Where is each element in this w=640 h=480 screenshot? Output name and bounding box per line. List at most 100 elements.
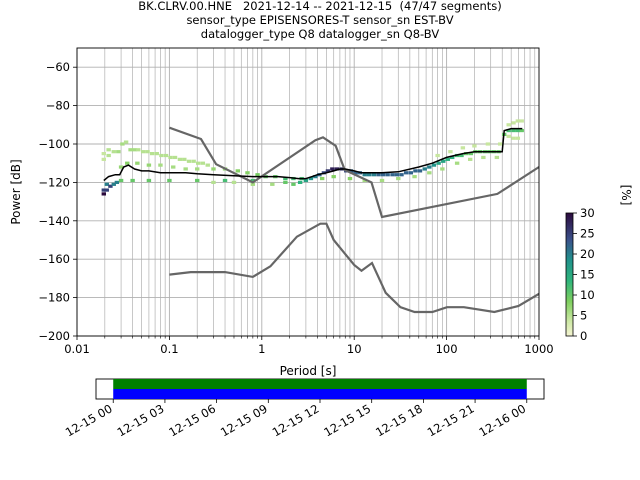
x-tick-label: 0.01 xyxy=(64,342,90,356)
coverage-band xyxy=(113,379,527,389)
psd-cell xyxy=(211,167,216,171)
psd-cell xyxy=(403,171,409,175)
psd-cell xyxy=(111,150,116,154)
psd-cell xyxy=(511,128,516,133)
psd-cell xyxy=(158,163,163,167)
psd-cell xyxy=(123,140,129,144)
psd-cell xyxy=(171,165,176,169)
psd-cell xyxy=(101,152,106,156)
psd-cell xyxy=(167,178,172,183)
psd-cell xyxy=(319,176,325,181)
psd-cell xyxy=(467,157,473,161)
psd-cell xyxy=(412,175,417,179)
psd-cell xyxy=(195,178,200,183)
x-tick-label: 100 xyxy=(436,342,458,356)
psd-cell xyxy=(149,152,155,156)
psd-cell xyxy=(245,171,250,175)
median-curve-layer xyxy=(103,127,523,182)
psd-cell xyxy=(459,153,464,158)
psd-cell xyxy=(413,169,418,173)
colorbar-tick-label: 10 xyxy=(580,288,595,302)
timeline-tick-label: 12-16 00 xyxy=(476,401,528,439)
psd-cell xyxy=(427,171,432,175)
colorbar-tick-label: 0 xyxy=(580,329,587,343)
high-noise-model-line xyxy=(169,126,539,219)
plot-background xyxy=(77,48,539,336)
psd-cell xyxy=(380,173,386,177)
psd-cell xyxy=(303,178,309,183)
psd-cell xyxy=(515,119,521,123)
psd-cell xyxy=(497,142,503,146)
psd-cell xyxy=(177,157,183,161)
colorbar-tick-label: 20 xyxy=(580,247,595,261)
x-axis-label: Period [s] xyxy=(280,364,337,378)
timeline-tick-label: 12-15 18 xyxy=(373,401,425,439)
psd-cell xyxy=(325,169,331,173)
psd-cell xyxy=(385,173,390,177)
psd-cell xyxy=(159,153,164,158)
psd-cell xyxy=(481,155,486,160)
timeline-tick-label: 12-15 06 xyxy=(166,401,218,439)
psd-cell xyxy=(211,180,216,184)
psd-cell xyxy=(101,188,106,192)
colorbar-gradient xyxy=(565,212,574,337)
psd-cell xyxy=(422,167,427,171)
psd-cell xyxy=(511,121,516,125)
psd-cell xyxy=(101,192,106,196)
timeline-tick-label: 12-15 03 xyxy=(115,401,167,439)
colorbar-label: [%] xyxy=(619,185,633,206)
low-noise-model-line xyxy=(169,222,539,314)
psd-cell xyxy=(132,148,137,152)
psd-cell xyxy=(104,182,109,186)
psd-cell xyxy=(283,180,288,184)
colorbar-tick-label: 30 xyxy=(580,206,595,220)
psd-cell xyxy=(436,161,441,165)
psd-cell xyxy=(172,155,178,160)
x-tick-label: 10 xyxy=(347,342,362,356)
psd-cell xyxy=(506,134,511,138)
psd-cell xyxy=(111,182,116,186)
psd-cell xyxy=(362,178,367,183)
psd-cell xyxy=(146,163,152,167)
psd-cell xyxy=(431,163,437,167)
psd-cell xyxy=(331,175,336,179)
psd-cell xyxy=(135,161,140,165)
psd-cell xyxy=(186,159,192,163)
psd-cell xyxy=(394,173,400,177)
psd-cell xyxy=(116,150,121,154)
psd-cell xyxy=(195,167,200,171)
x-tick-label: 1000 xyxy=(524,342,553,356)
psd-cell xyxy=(205,163,210,167)
psd-cell xyxy=(366,173,372,177)
psd-cell xyxy=(435,153,440,158)
psd-cell xyxy=(297,180,303,184)
psd-cell xyxy=(511,136,516,140)
plot-frame xyxy=(76,47,540,337)
psd-cell xyxy=(450,155,455,160)
psd-cell xyxy=(106,153,111,158)
psd-cell xyxy=(291,182,296,186)
timeline-tick-label: 12-15 21 xyxy=(425,401,477,439)
psd-cell xyxy=(460,146,466,150)
psd-cell xyxy=(196,161,201,165)
psd-cell xyxy=(125,161,130,165)
psd-cell xyxy=(222,178,228,183)
y-tick-label: −160 xyxy=(38,252,70,266)
psd-cell xyxy=(396,176,401,181)
psd-cell xyxy=(494,155,500,160)
psd-cell xyxy=(250,182,256,186)
psd-cell xyxy=(379,178,385,183)
colorbar-tick-label: 5 xyxy=(580,309,587,323)
y-tick-label: −140 xyxy=(38,214,70,228)
x-tick-label: 1 xyxy=(258,342,265,356)
psd-cell xyxy=(308,176,314,181)
psd-cell xyxy=(235,169,241,173)
psd-cell xyxy=(145,150,150,154)
y-tick-label: −200 xyxy=(38,329,70,343)
psd-cell xyxy=(154,152,159,156)
timeline-tick-label: 12-15 09 xyxy=(218,401,270,439)
psd-plot-axes: 0.01 0.1 1 10 100 1000 −200 −180 −160 −140 −120 −1… xyxy=(9,47,554,378)
psd-cell xyxy=(399,173,404,177)
psd-cell xyxy=(231,180,237,184)
psd-cell xyxy=(182,157,187,161)
